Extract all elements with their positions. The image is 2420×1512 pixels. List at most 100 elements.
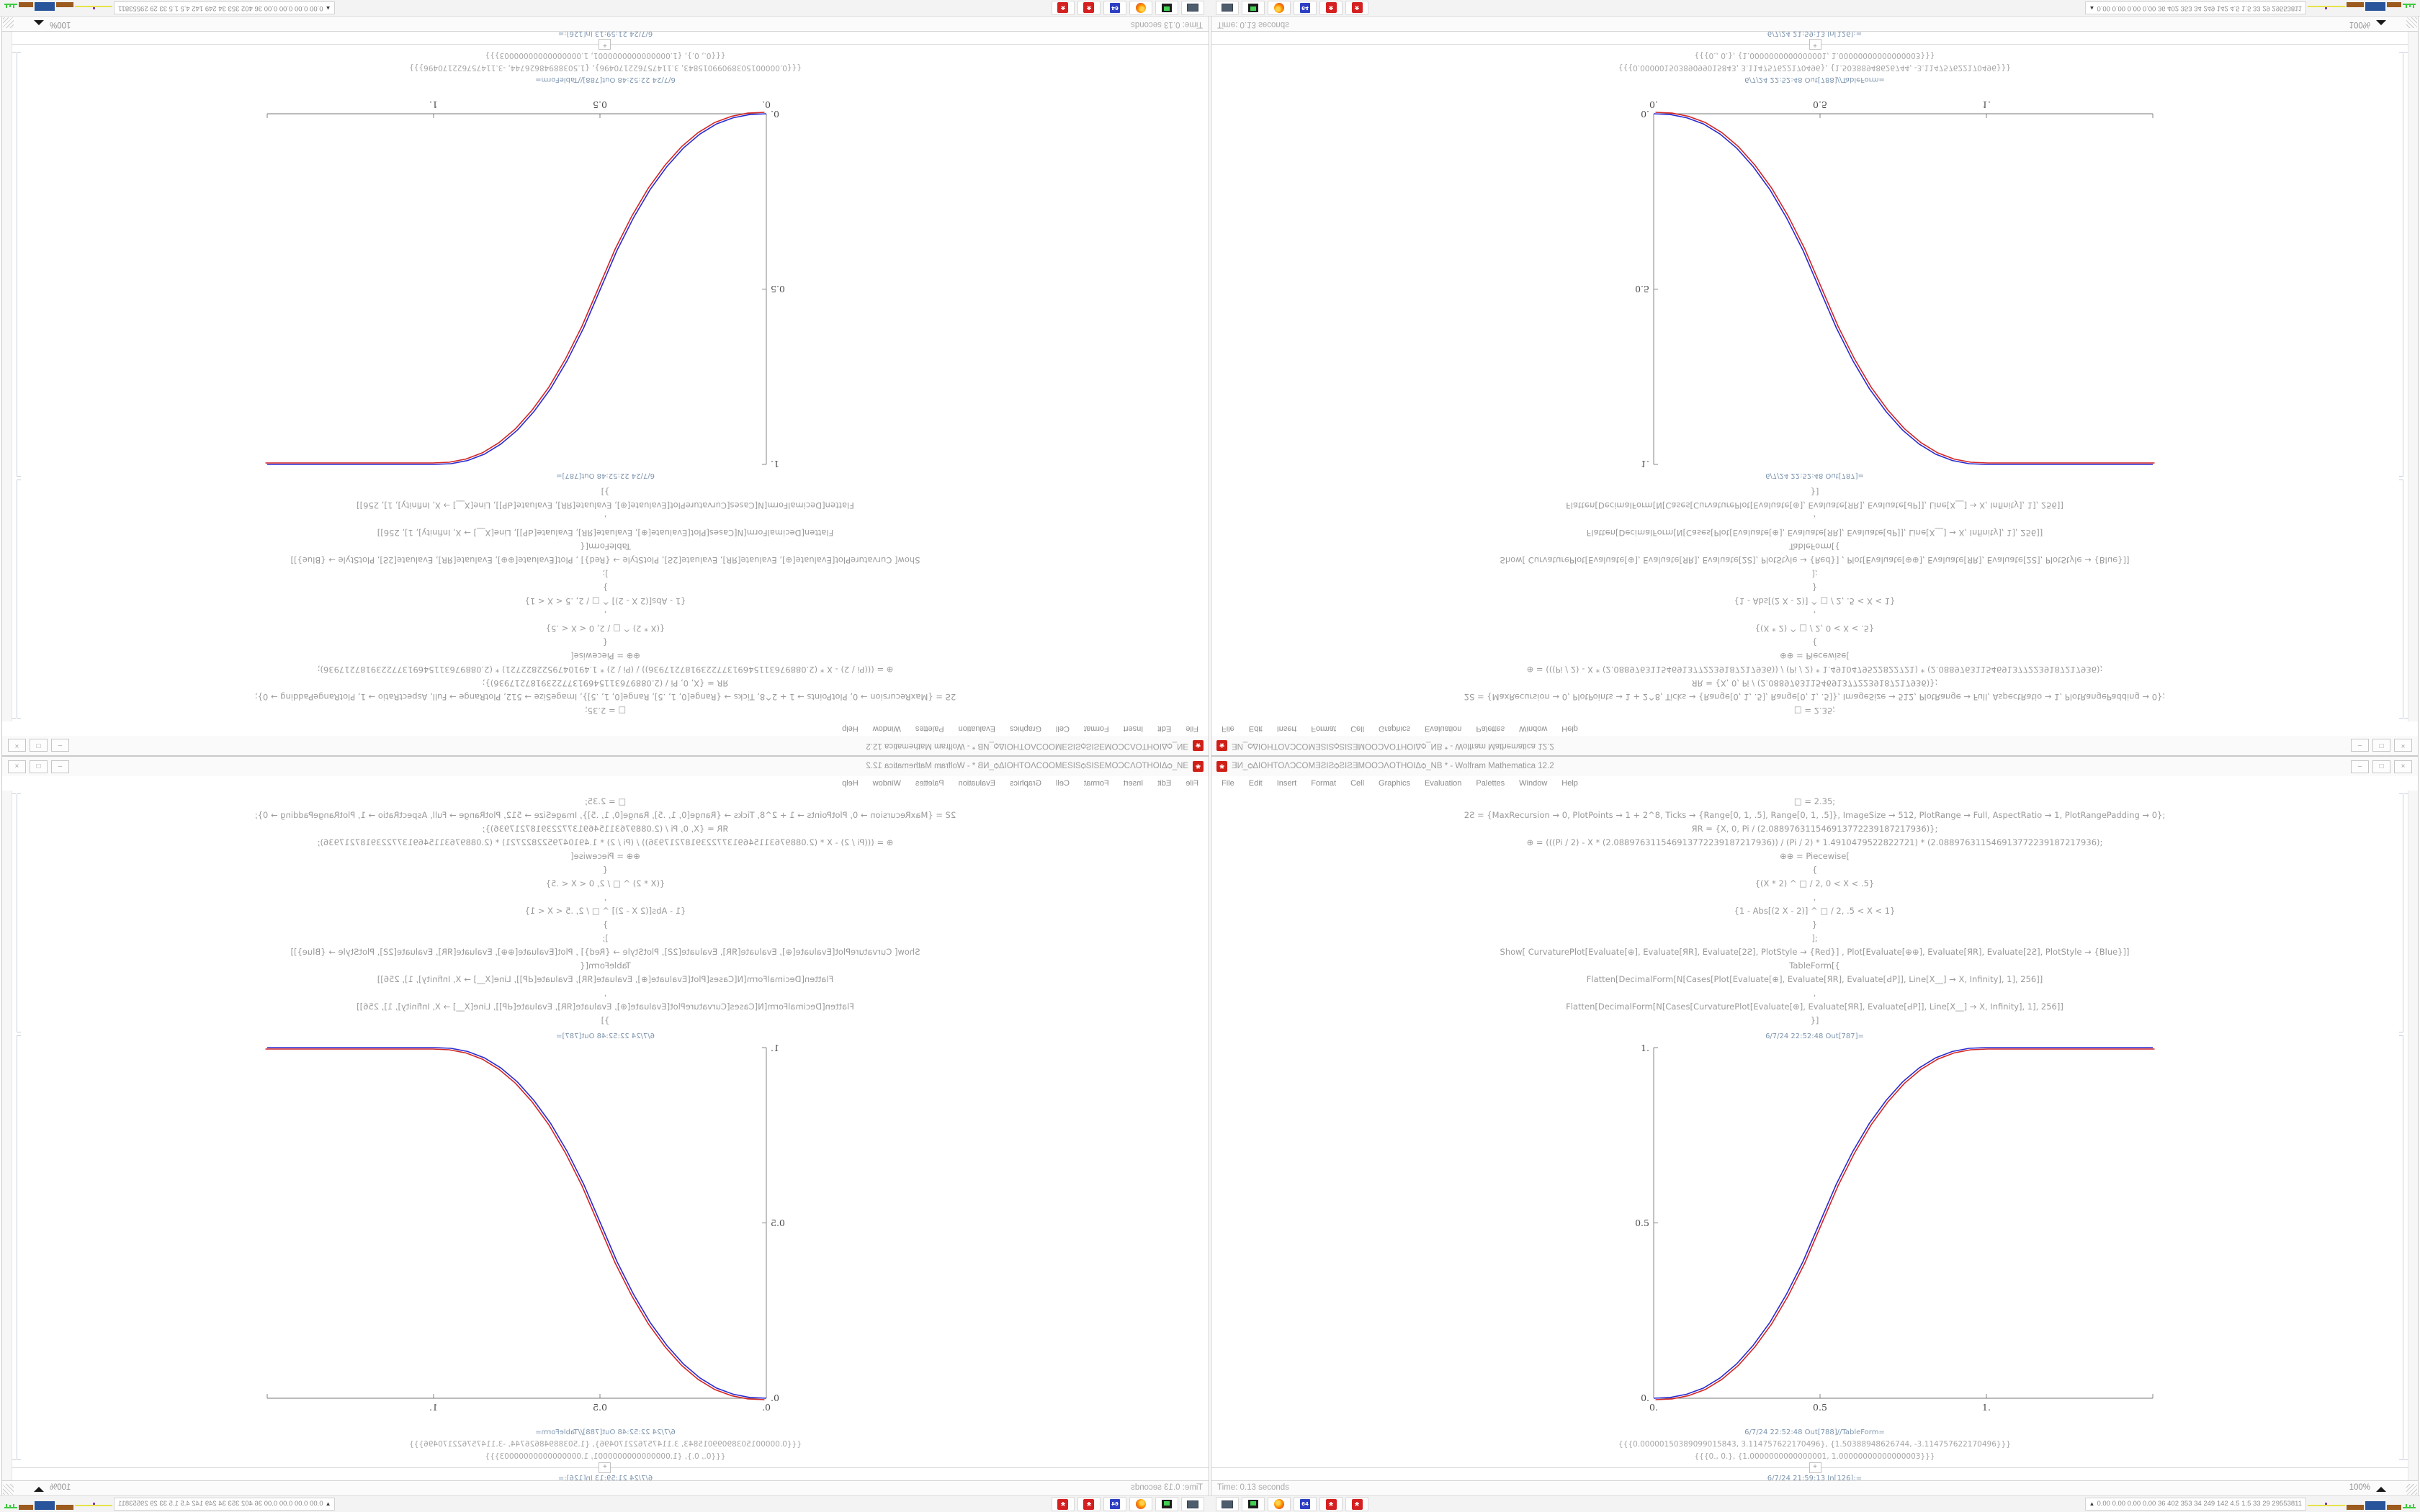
menu-item[interactable]: Format (1311, 779, 1337, 788)
input-cell[interactable]: □ = 2.35; 2Ƨ = {MaxRecursion → 0, PlotPoi… (1211, 485, 2418, 717)
minimize-button[interactable]: – (51, 739, 69, 752)
taskbar-button-mathematica[interactable]: * (1319, 0, 1343, 15)
menu-item[interactable]: Insert (1123, 724, 1144, 733)
menu-item[interactable]: Window (1519, 779, 1548, 788)
menu-item[interactable]: Evaluation (958, 724, 995, 733)
taskbar-button-mathematica[interactable]: * (1077, 0, 1101, 15)
vertical-scrollbar[interactable] (2, 30, 12, 721)
window-titlebar[interactable]: * ƎИ_ѻΔIOHTOΛϽCOMƎƧIƧѻƧIƧƎMOOϽΛOTHOIΔѻ_N… (2, 757, 1209, 777)
magnification-dropdown-arrow[interactable] (34, 20, 44, 25)
menu-item[interactable]: File (1186, 779, 1198, 788)
cell-bracket-input[interactable] (17, 793, 21, 1032)
magnification-dropdown-arrow[interactable] (2376, 20, 2386, 25)
window-titlebar[interactable]: * ƎИ_ѻΔIOHTOΛϽCOMƎƧIƧѻƧIƧƎMOOϽΛOTHOIΔѻ_N… (1211, 757, 2418, 777)
close-button[interactable]: × (2394, 760, 2412, 773)
cell-bracket-input[interactable] (2399, 793, 2403, 1032)
menu-item[interactable]: Help (842, 724, 859, 733)
cell-bracket-input[interactable] (2399, 480, 2403, 719)
notebook-content[interactable]: □ = 2.35; 2Ƨ = {MaxRecursion → 0, PlotPoi… (2, 791, 1209, 1482)
menu-item[interactable]: Window (872, 779, 901, 788)
insert-cell-button[interactable]: + (599, 39, 611, 50)
maximize-button[interactable]: □ (2372, 760, 2390, 773)
taskbar-button-screenshot-tool[interactable] (1181, 1497, 1204, 1511)
taskbar-button-floppy-64[interactable]: 64 (1294, 1497, 1317, 1511)
insert-cell-button[interactable]: + (1809, 1462, 1821, 1473)
menu-item[interactable]: Format (1083, 779, 1109, 788)
maximize-button[interactable]: □ (2372, 739, 2390, 752)
menu-item[interactable]: Edit (1157, 779, 1172, 788)
insert-cell-button[interactable]: + (599, 1462, 611, 1473)
taskbar-button-mathematica[interactable]: * (1345, 1497, 1368, 1512)
insert-cell-button[interactable]: + (1809, 39, 1821, 50)
input-cell[interactable]: □ = 2.35; 2Ƨ = {MaxRecursion → 0, PlotPoi… (1211, 795, 2418, 1027)
notebook-content[interactable]: □ = 2.35; 2Ƨ = {MaxRecursion → 0, PlotPoi… (1211, 791, 2418, 1482)
menu-item[interactable]: File (1186, 724, 1198, 733)
taskbar-button-system-monitor[interactable] (1155, 1, 1178, 15)
resize-grip-icon[interactable] (3, 17, 14, 28)
menu-item[interactable]: Palettes (915, 779, 944, 788)
menu-item[interactable]: Cell (1350, 724, 1365, 733)
minimize-button[interactable]: – (2351, 739, 2369, 752)
menu-item[interactable]: Evaluation (1425, 779, 1462, 788)
menu-item[interactable]: Graphics (1009, 779, 1041, 788)
menu-item[interactable]: Cell (1055, 779, 1070, 788)
menu-item[interactable]: Evaluation (1425, 724, 1462, 733)
menu-item[interactable]: Edit (1248, 779, 1263, 788)
input-cell[interactable]: □ = 2.35; 2Ƨ = {MaxRecursion → 0, PlotPoi… (2, 795, 1209, 1027)
menu-item[interactable]: Graphics (1379, 779, 1411, 788)
menu-item[interactable]: Insert (1123, 779, 1144, 788)
magnification-dropdown-arrow[interactable] (34, 1487, 44, 1492)
close-button[interactable]: × (8, 760, 26, 773)
menu-item[interactable]: Help (842, 779, 859, 788)
taskbar-button-system-monitor[interactable] (1155, 1497, 1178, 1511)
vertical-scrollbar[interactable] (2408, 791, 2418, 1482)
taskbar-button-system-monitor[interactable] (1242, 1, 1265, 15)
menu-item[interactable]: Graphics (1009, 724, 1041, 733)
taskbar-button-firefox[interactable] (1268, 1497, 1291, 1511)
resize-grip-icon[interactable] (2406, 1484, 2417, 1495)
vertical-scrollbar[interactable] (2, 791, 12, 1482)
taskbar-button-mathematica[interactable]: * (1345, 0, 1368, 15)
window-titlebar[interactable]: * ƎИ_ѻΔIOHTOΛϽCOMƎƧIƧѻƧIƧƎMOOϽΛOTHOIΔѻ_N… (1211, 735, 2418, 755)
input-cell[interactable]: □ = 2.35; 2Ƨ = {MaxRecursion → 0, PlotPoi… (2, 485, 1209, 717)
window-titlebar[interactable]: * ƎИ_ѻΔIOHTOΛϽCOMƎƧIƧѻƧIƧƎMOOϽΛOTHOIΔѻ_N… (2, 735, 1209, 755)
magnification-value[interactable]: 100% (50, 20, 71, 29)
menu-item[interactable]: Format (1083, 724, 1109, 733)
menu-item[interactable]: Palettes (1476, 779, 1505, 788)
notebook-content[interactable]: □ = 2.35; 2Ƨ = {MaxRecursion → 0, PlotPoi… (1211, 30, 2418, 721)
taskbar-button-floppy-64[interactable]: 64 (1294, 1, 1317, 15)
cell-bracket-output-group[interactable] (17, 52, 21, 477)
taskbar-button-mathematica[interactable]: * (1052, 1497, 1075, 1512)
close-button[interactable]: × (8, 739, 26, 752)
magnification-value[interactable]: 100% (50, 1483, 71, 1492)
menu-item[interactable]: Palettes (1476, 724, 1505, 733)
taskbar-button-firefox[interactable] (1129, 1497, 1152, 1511)
taskbar-button-firefox[interactable] (1129, 1, 1152, 15)
menu-item[interactable]: Cell (1055, 724, 1070, 733)
resize-grip-icon[interactable] (2406, 17, 2417, 28)
taskbar-button-mathematica[interactable]: * (1319, 1497, 1343, 1512)
cell-bracket-output-group[interactable] (17, 1035, 21, 1460)
magnification-value[interactable]: 100% (2349, 1483, 2370, 1492)
taskbar-button-mathematica[interactable]: * (1077, 1497, 1101, 1512)
menu-item[interactable]: Cell (1350, 779, 1365, 788)
menu-item[interactable]: Window (1519, 724, 1548, 733)
resize-grip-icon[interactable] (3, 1484, 14, 1495)
menu-item[interactable]: Format (1311, 724, 1337, 733)
taskbar-button-screenshot-tool[interactable] (1181, 1, 1204, 15)
menu-item[interactable]: Help (1561, 779, 1578, 788)
taskbar-button-screenshot-tool[interactable] (1216, 1, 1239, 15)
taskbar-button-system-monitor[interactable] (1242, 1497, 1265, 1511)
menu-item[interactable]: Evaluation (958, 779, 995, 788)
menu-item[interactable]: Insert (1276, 779, 1297, 788)
menu-item[interactable]: Insert (1276, 724, 1297, 733)
menu-item[interactable]: Help (1561, 724, 1578, 733)
menu-item[interactable]: Edit (1248, 724, 1263, 733)
maximize-button[interactable]: □ (30, 739, 48, 752)
vertical-scrollbar[interactable] (2408, 30, 2418, 721)
cell-bracket-output-group[interactable] (2399, 1035, 2403, 1460)
menu-item[interactable]: Edit (1157, 724, 1172, 733)
cell-bracket-input[interactable] (17, 480, 21, 719)
menu-item[interactable]: File (1222, 779, 1234, 788)
maximize-button[interactable]: □ (30, 760, 48, 773)
